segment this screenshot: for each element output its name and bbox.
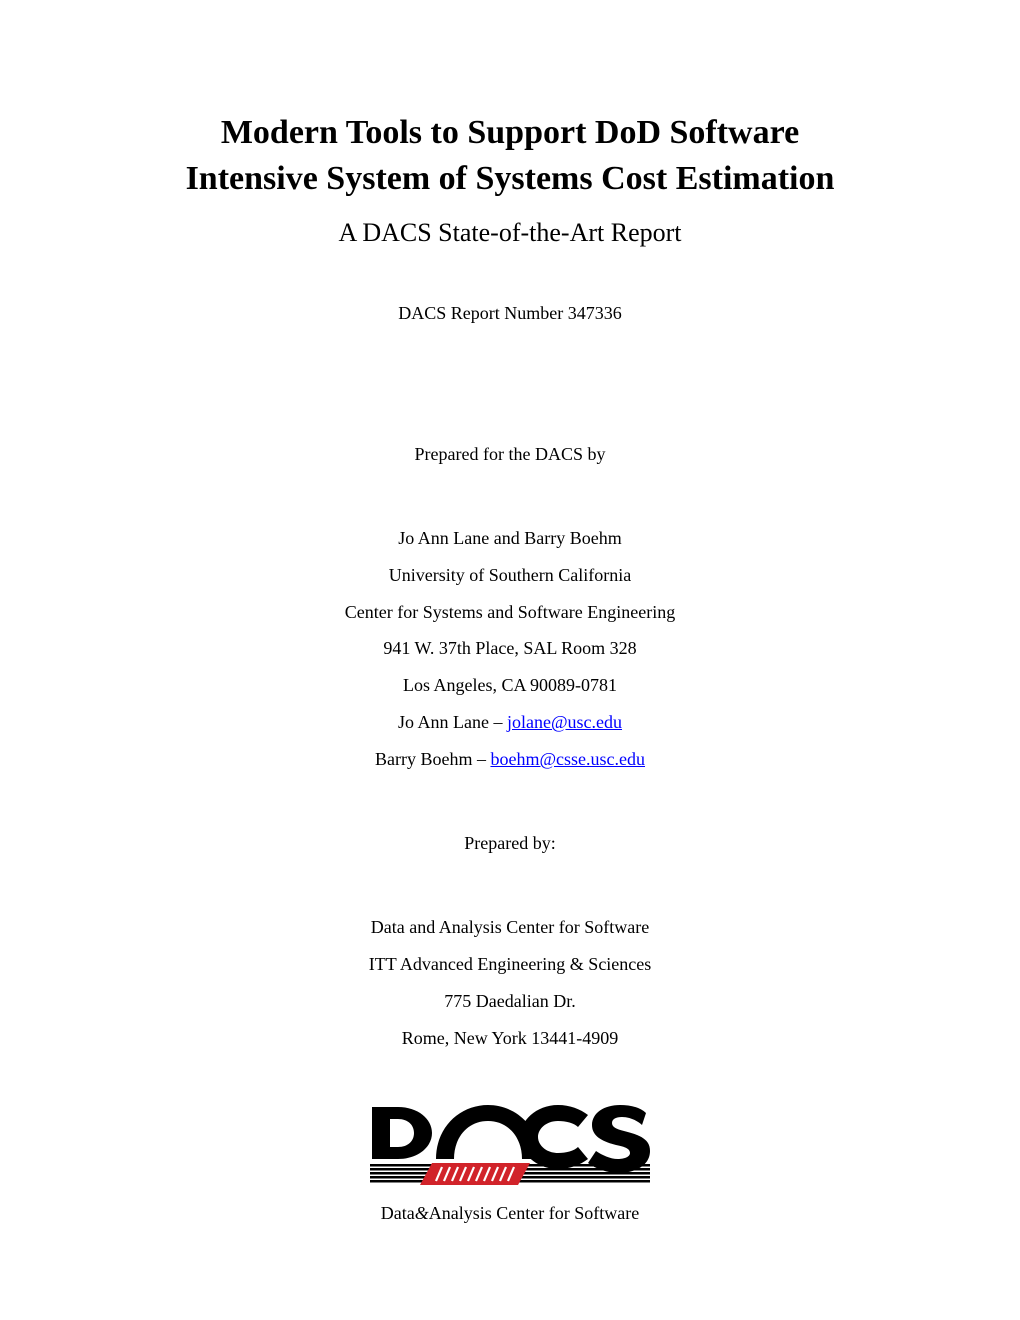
authors-city: Los Angeles, CA 90089-0781 [100, 667, 920, 704]
author-contact-1: Jo Ann Lane – jolane@usc.edu [100, 704, 920, 741]
title-line-2: Intensive System of Systems Cost Estimat… [186, 160, 835, 197]
publisher-block: Data and Analysis Center for Software IT… [100, 909, 920, 1057]
logo-tagline-amp: & [415, 1203, 429, 1223]
author-contact-2: Barry Boehm – boehm@csse.usc.edu [100, 741, 920, 778]
publisher-division: ITT Advanced Engineering & Sciences [100, 946, 920, 983]
author-contact-1-prefix: Jo Ann Lane – [398, 712, 507, 732]
publisher-name: Data and Analysis Center for Software [100, 909, 920, 946]
dacs-logo: Data&Analysis Center for Software [360, 1097, 660, 1224]
authors-address: 941 W. 37th Place, SAL Room 328 [100, 630, 920, 667]
author-contact-2-prefix: Barry Boehm – [375, 749, 490, 769]
author-email-1[interactable]: jolane@usc.edu [507, 712, 622, 732]
publisher-city: Rome, New York 13441-4909 [100, 1020, 920, 1057]
author-email-2[interactable]: boehm@csse.usc.edu [490, 749, 645, 769]
document-subtitle: A DACS State-of-the-Art Report [100, 218, 920, 248]
logo-container: Data&Analysis Center for Software [100, 1097, 920, 1224]
authors-names: Jo Ann Lane and Barry Boehm [100, 520, 920, 557]
authors-affiliation: University of Southern California [100, 557, 920, 594]
prepared-for-label: Prepared for the DACS by [100, 444, 920, 465]
authors-block: Jo Ann Lane and Barry Boehm University o… [100, 520, 920, 778]
authors-center: Center for Systems and Software Engineer… [100, 594, 920, 631]
prepared-by-label: Prepared by: [100, 833, 920, 854]
logo-tagline-part1: Data [381, 1203, 415, 1223]
logo-tagline: Data&Analysis Center for Software [360, 1203, 660, 1224]
title-line-1: Modern Tools to Support DoD Software [221, 114, 799, 151]
publisher-address: 775 Daedalian Dr. [100, 983, 920, 1020]
report-number: DACS Report Number 347336 [100, 303, 920, 324]
logo-tagline-part2: Analysis Center for Software [429, 1203, 639, 1223]
dacs-logo-icon [360, 1097, 660, 1192]
document-title: Modern Tools to Support DoD Software Int… [100, 110, 920, 202]
